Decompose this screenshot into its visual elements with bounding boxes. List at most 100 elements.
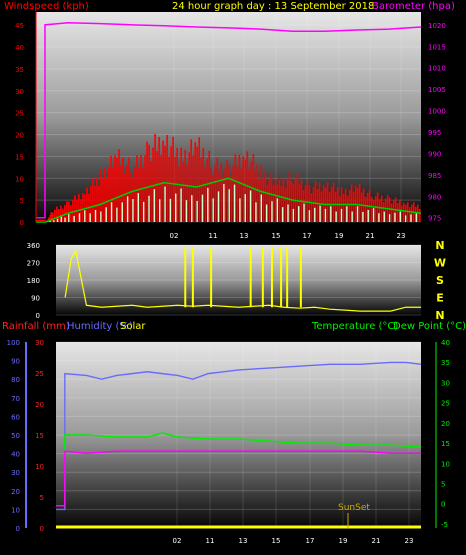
windspeed-axis-title: Windspeed (kph) bbox=[4, 1, 89, 12]
wind-light-bar bbox=[68, 214, 70, 222]
panel1-series bbox=[35, 12, 422, 223]
panel1-left-axis-labels: 0 5 10 15 20 25 30 35 40 45 bbox=[15, 22, 24, 227]
wind-gust-bar bbox=[304, 185, 307, 222]
wind-light-bar bbox=[84, 210, 86, 222]
wind-gust-bar bbox=[244, 159, 247, 222]
wind-light-bar bbox=[372, 208, 375, 222]
wind-gust-bar bbox=[156, 151, 158, 222]
y-tick-label: 270 bbox=[27, 260, 40, 268]
wind-gust-bar bbox=[268, 178, 271, 222]
wind-gust-bar bbox=[116, 158, 118, 222]
wind-gust-bar bbox=[100, 169, 102, 222]
wind-gust-bar bbox=[318, 182, 321, 222]
wind-gust-bar bbox=[66, 201, 68, 222]
wind-gust-bar bbox=[162, 140, 164, 222]
humidity-tick-label: 70 bbox=[11, 395, 20, 403]
wind-gust-bar bbox=[380, 195, 383, 222]
wind-light-bar bbox=[351, 211, 353, 222]
wind-light-bar bbox=[314, 207, 316, 222]
temperature-tick-label: 10 bbox=[441, 460, 450, 468]
x-tick-label: 11 bbox=[206, 537, 215, 545]
y2-tick-label: 990 bbox=[428, 150, 441, 158]
wind-gust-bar bbox=[178, 166, 180, 222]
x-tick-label: 21 bbox=[372, 537, 381, 545]
wind-gust-bar bbox=[168, 156, 170, 222]
wind-gust-bar bbox=[56, 206, 58, 222]
wind-gust-bar bbox=[346, 195, 349, 222]
wind-gust-bar bbox=[316, 189, 319, 222]
wind-gust-bar bbox=[280, 185, 283, 222]
wind-light-bar bbox=[223, 183, 225, 222]
wind-gust-bar bbox=[232, 165, 235, 222]
wind-gust-bar bbox=[172, 136, 174, 222]
wind-gust-bar bbox=[400, 205, 403, 222]
wind-light-bar bbox=[239, 198, 241, 222]
wind-gust-bar bbox=[94, 185, 96, 222]
y-tick-label: 15 bbox=[15, 153, 24, 161]
wind-gust-bar bbox=[106, 178, 108, 222]
compass-label: E bbox=[436, 292, 444, 305]
wind-gust-bar bbox=[152, 147, 154, 222]
wind-gust-bar bbox=[102, 178, 104, 222]
wind-light-bar bbox=[244, 194, 246, 222]
wind-gust-bar bbox=[204, 166, 207, 222]
y-tick-label: 25 bbox=[15, 110, 24, 118]
wind-light-bar bbox=[292, 208, 295, 222]
wind-gust-bar bbox=[208, 150, 211, 222]
wind-light-bar bbox=[308, 210, 311, 222]
wind-gust-bar bbox=[182, 161, 184, 222]
wind-light-bar bbox=[346, 206, 348, 222]
panel3-background bbox=[56, 342, 421, 528]
temperature-tick-label: 30 bbox=[441, 379, 450, 387]
wind-light-bar bbox=[64, 217, 66, 222]
wind-gust-bar bbox=[242, 156, 245, 222]
wind-gust-bar bbox=[390, 203, 393, 222]
wind-gust-bar bbox=[108, 167, 110, 222]
temperature-tick-label: 15 bbox=[441, 440, 450, 448]
wind-gust-bar bbox=[264, 172, 267, 222]
wind-gust-bar bbox=[160, 155, 162, 222]
wind-gust-bar bbox=[238, 154, 241, 222]
x-tick-label: 17 bbox=[306, 537, 315, 545]
rainfall-tick-label: 0 bbox=[40, 525, 44, 533]
rainfall-tick-label: 25 bbox=[35, 370, 44, 378]
wind-light-bar bbox=[265, 204, 268, 222]
wind-light-bar bbox=[228, 189, 230, 222]
wind-light-bar bbox=[116, 207, 118, 222]
solar-axis-title: Solar bbox=[120, 321, 146, 332]
wind-light-bar bbox=[201, 194, 204, 222]
wind-gust-bar bbox=[134, 166, 136, 222]
wind-light-bar bbox=[404, 215, 407, 222]
panel3-series bbox=[56, 361, 422, 529]
wind-light-bar bbox=[175, 193, 177, 222]
wind-gust-bar bbox=[320, 191, 323, 222]
wind-light-bar bbox=[164, 186, 166, 222]
wind-gust-bar bbox=[86, 187, 88, 222]
y2-tick-label: 1000 bbox=[428, 108, 446, 116]
wind-gust-bar bbox=[128, 157, 130, 222]
wind-gust-bar bbox=[138, 167, 140, 222]
wind-gust-bar bbox=[326, 182, 329, 222]
wind-light-bar bbox=[132, 199, 134, 222]
y-tick-label: 45 bbox=[15, 22, 24, 30]
x-tick-label: 19 bbox=[335, 232, 344, 240]
wind-gust-bar bbox=[74, 195, 76, 222]
y-tick-label: 0 bbox=[20, 219, 24, 227]
y-tick-label: 40 bbox=[15, 44, 24, 52]
wind-gust-bar bbox=[328, 192, 331, 222]
wind-gust-bar bbox=[384, 198, 387, 222]
wind-gust-bar bbox=[90, 186, 92, 222]
wind-gust-bar bbox=[410, 204, 413, 222]
wind-gust-bar bbox=[290, 181, 293, 222]
y-tick-label: 90 bbox=[31, 295, 40, 303]
y2-tick-label: 985 bbox=[428, 172, 441, 180]
temperature-tick-label: 25 bbox=[441, 400, 450, 408]
y2-tick-label: 975 bbox=[428, 215, 441, 223]
wind-light-bar bbox=[399, 211, 402, 222]
wind-gust-bar bbox=[188, 152, 190, 222]
wind-gust-bar bbox=[192, 155, 195, 222]
wind-direction-line bbox=[64, 249, 421, 312]
wind-gust-bar bbox=[396, 202, 399, 222]
